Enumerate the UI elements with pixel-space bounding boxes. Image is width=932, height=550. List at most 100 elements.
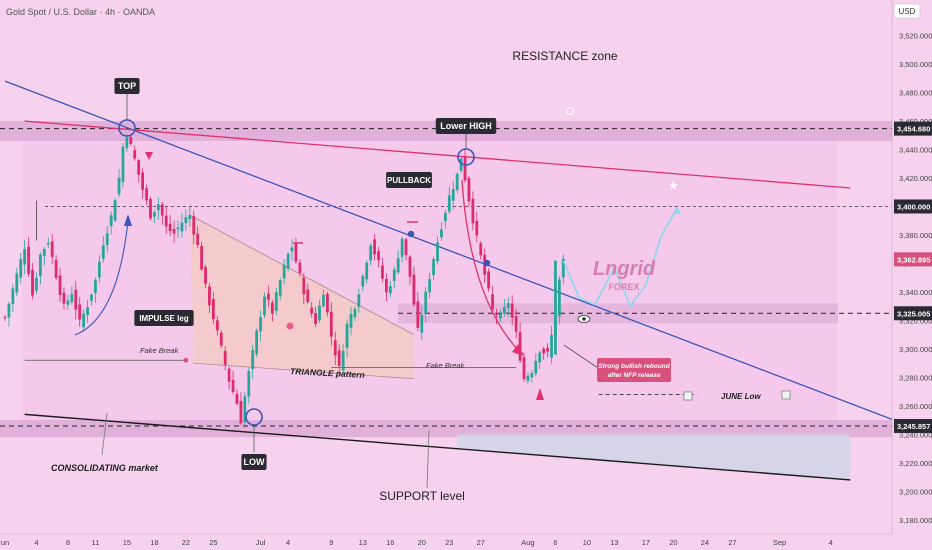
candle-body xyxy=(463,156,467,181)
candle-body xyxy=(491,294,494,309)
candle-body xyxy=(412,274,416,305)
candle-body xyxy=(538,352,542,363)
candle-body xyxy=(121,146,125,182)
candle-body xyxy=(23,249,27,265)
candle-body xyxy=(479,243,483,256)
candle-body xyxy=(7,303,11,318)
candle xyxy=(471,191,475,231)
candle xyxy=(137,158,141,183)
candle xyxy=(105,225,109,253)
candle-body xyxy=(239,401,243,424)
x-tick-label: 4 xyxy=(829,538,833,547)
candle xyxy=(11,284,15,313)
candle xyxy=(145,184,148,205)
projection-path xyxy=(562,207,679,308)
candle-body xyxy=(235,393,239,404)
candle-body xyxy=(349,313,353,328)
candle xyxy=(35,272,38,295)
candle-body xyxy=(487,271,490,289)
candle xyxy=(333,331,337,366)
candle-body xyxy=(345,323,349,348)
candle-body xyxy=(432,259,435,276)
alert-marker-icon xyxy=(566,107,574,115)
candle-body xyxy=(278,280,282,296)
candle xyxy=(231,370,235,395)
candle xyxy=(196,226,200,248)
candle-body xyxy=(145,188,148,201)
candle-body xyxy=(424,291,428,315)
x-tick-label: 10 xyxy=(583,538,591,547)
price-tag-bg xyxy=(894,121,932,136)
candle xyxy=(156,198,160,220)
y-tick-label: 3,300.000 xyxy=(899,345,932,354)
candle-body xyxy=(3,317,7,319)
candle-body xyxy=(526,375,530,381)
candle-body xyxy=(333,340,337,356)
low-label: LOW xyxy=(244,457,265,467)
y-tick-label: 3,240.000 xyxy=(899,430,932,439)
candle-body xyxy=(381,265,384,279)
candle-body xyxy=(518,332,522,361)
candle-body xyxy=(184,217,188,224)
candle-body xyxy=(231,379,235,392)
triangle-upper-edge xyxy=(189,214,415,335)
candle-body xyxy=(153,212,156,217)
consolidating-label: CONSOLIDATING market xyxy=(51,463,159,473)
candle xyxy=(141,168,144,200)
price-axis-bg xyxy=(892,0,932,550)
candle xyxy=(388,281,392,297)
price-tag-label: 3,325.005 xyxy=(897,309,930,318)
candle xyxy=(455,172,459,194)
candle-body xyxy=(506,303,510,308)
candle xyxy=(58,268,62,303)
resistance-zone-label: RESISTANCE zone xyxy=(512,49,617,63)
candle xyxy=(369,243,373,266)
candle-body xyxy=(39,254,42,277)
candle xyxy=(19,252,23,284)
candle xyxy=(125,134,129,152)
candle-body xyxy=(416,301,420,328)
y-tick-label: 3,460.000 xyxy=(899,117,932,126)
candle-body xyxy=(282,264,286,279)
candle xyxy=(70,286,74,305)
candle-body xyxy=(404,239,408,256)
y-tick-label: 3,420.000 xyxy=(899,174,932,183)
candle-body xyxy=(306,289,310,303)
candle-body xyxy=(302,277,306,295)
candle-body xyxy=(255,330,259,354)
candle-body xyxy=(408,256,412,277)
candle-body xyxy=(392,269,396,282)
candle xyxy=(267,285,270,308)
candle-body xyxy=(530,373,534,378)
impulse-leg-label-bg xyxy=(134,310,194,326)
candle xyxy=(322,289,325,308)
x-tick-label: 27 xyxy=(477,538,485,547)
x-tick-label: 27 xyxy=(728,538,736,547)
candle xyxy=(255,328,259,358)
candle xyxy=(440,222,443,241)
candle-body xyxy=(475,220,479,236)
touch-dot-1 xyxy=(407,230,415,238)
candle-body xyxy=(495,312,498,315)
candle-body xyxy=(243,396,247,422)
candle-body xyxy=(377,251,380,261)
candle-body xyxy=(54,260,58,278)
candle-body xyxy=(270,302,274,314)
x-tick-label: un xyxy=(1,538,9,547)
trendline-blue-descending xyxy=(4,80,902,424)
candle xyxy=(392,266,396,289)
candle xyxy=(404,237,408,261)
candle xyxy=(495,308,498,325)
triangle-lower-edge xyxy=(193,362,414,380)
y-tick-label: 3,340.000 xyxy=(899,288,932,297)
candle-body xyxy=(451,188,455,201)
candle xyxy=(428,272,432,299)
candle xyxy=(542,346,546,360)
candle-body xyxy=(164,215,168,227)
candle xyxy=(361,273,365,292)
candle-body xyxy=(227,368,231,382)
touch-dot-2 xyxy=(483,259,491,267)
candle xyxy=(227,366,231,390)
